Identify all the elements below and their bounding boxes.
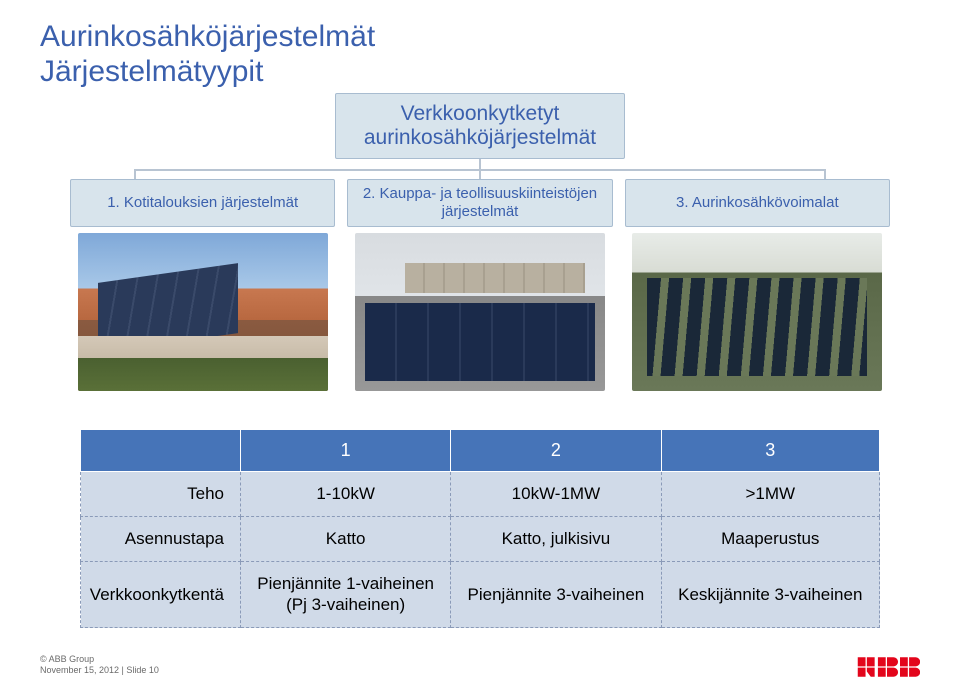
root-line-1: Verkkoonkytketyt	[342, 102, 618, 126]
footer: © ABB Group November 15, 2012 | Slide 10	[40, 654, 159, 676]
cell: 10kW-1MW	[451, 472, 661, 517]
solar-plant-image	[632, 233, 882, 391]
child-3: 3. Aurinkosähkövoimalat	[625, 179, 890, 391]
slide: Aurinkosähköjärjestelmät Järjestelmätyyp…	[0, 0, 960, 694]
cell: Maaperustus	[661, 517, 879, 562]
cell-line: Pienjännite 1-vaiheinen	[249, 574, 442, 594]
table-row: Verkkoonkytkentä Pienjännite 1-vaiheinen…	[81, 562, 880, 628]
table-header-row: 1 2 3	[81, 430, 880, 472]
table-row: Asennustapa Katto Katto, julkisivu Maape…	[81, 517, 880, 562]
cell: Katto	[241, 517, 451, 562]
child-label-2: 2. Kauppa- ja teollisuuskiinteistöjen jä…	[347, 179, 612, 227]
row-head-verkkoonkytkenta: Verkkoonkytkentä	[81, 562, 241, 628]
header-blank	[81, 430, 241, 472]
title-block: Aurinkosähköjärjestelmät Järjestelmätyyp…	[40, 20, 920, 89]
child-label-1: 1. Kotitalouksien järjestelmät	[70, 179, 335, 227]
connector	[134, 169, 136, 179]
abb-logo	[854, 654, 920, 680]
title-line-2: Järjestelmätyypit	[40, 55, 920, 90]
connector	[479, 169, 481, 179]
commercial-solar-image	[355, 233, 605, 391]
abb-logo-icon	[854, 654, 920, 680]
connector	[824, 169, 826, 179]
connector	[134, 169, 826, 171]
footer-date-slide: November 15, 2012 | Slide 10	[40, 665, 159, 676]
table-row: Teho 1-10kW 10kW-1MW >1MW	[81, 472, 880, 517]
child-2: 2. Kauppa- ja teollisuuskiinteistöjen jä…	[347, 179, 612, 391]
cell: Keskijännite 3-vaiheinen	[661, 562, 879, 628]
footer-copyright: © ABB Group	[40, 654, 159, 665]
title-line-1: Aurinkosähköjärjestelmät	[40, 20, 920, 55]
connector	[479, 159, 481, 169]
row-head-asennustapa: Asennustapa	[81, 517, 241, 562]
header-col-2: 2	[451, 430, 661, 472]
specs-table: 1 2 3 Teho 1-10kW 10kW-1MW >1MW Asennust…	[80, 429, 880, 628]
cell-line: (Pj 3-vaiheinen)	[249, 595, 442, 615]
root-line-2: aurinkosähköjärjestelmät	[342, 126, 618, 150]
residential-solar-image	[78, 233, 328, 391]
table: 1 2 3 Teho 1-10kW 10kW-1MW >1MW Asennust…	[80, 429, 880, 628]
row-head-teho: Teho	[81, 472, 241, 517]
cell: Pienjännite 3-vaiheinen	[451, 562, 661, 628]
hierarchy-root: Verkkoonkytketyt aurinkosähköjärjestelmä…	[335, 93, 625, 159]
hierarchy-children: 1. Kotitalouksien järjestelmät 2. Kauppa…	[70, 179, 890, 391]
child-1: 1. Kotitalouksien järjestelmät	[70, 179, 335, 391]
child-label-3: 3. Aurinkosähkövoimalat	[625, 179, 890, 227]
header-col-1: 1	[241, 430, 451, 472]
cell: 1-10kW	[241, 472, 451, 517]
header-col-3: 3	[661, 430, 879, 472]
cell: >1MW	[661, 472, 879, 517]
hierarchy-diagram: Verkkoonkytketyt aurinkosähköjärjestelmä…	[40, 93, 920, 391]
cell: Katto, julkisivu	[451, 517, 661, 562]
cell: Pienjännite 1-vaiheinen (Pj 3-vaiheinen)	[241, 562, 451, 628]
